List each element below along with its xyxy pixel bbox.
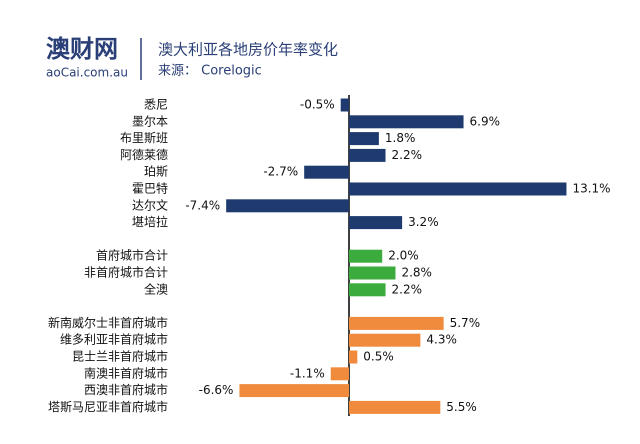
chart-subtitle: 来源： Corelogic xyxy=(158,64,262,79)
value-label: 3.2% xyxy=(408,215,439,229)
category-label: 维多利亚非首府城市 xyxy=(60,332,168,347)
category-label: 墨尔本 xyxy=(132,113,168,128)
bar xyxy=(349,333,421,347)
value-label: 2.0% xyxy=(388,249,419,263)
value-label: -7.4% xyxy=(185,198,220,212)
bar xyxy=(226,199,349,213)
category-label: 珀斯 xyxy=(144,165,168,179)
category-label: 南澳非首府城市 xyxy=(84,365,168,380)
bar xyxy=(349,400,441,414)
value-label: -0.5% xyxy=(300,98,335,112)
chart-title: 澳大利亚各地房价年率变化 xyxy=(158,41,338,59)
category-label: 堪培拉 xyxy=(132,214,168,229)
category-label: 昆士兰非首府城市 xyxy=(72,349,168,364)
category-label: 阿德莱德 xyxy=(120,147,168,162)
value-label: 2.2% xyxy=(392,148,423,162)
bar xyxy=(349,249,383,263)
bar xyxy=(349,182,567,196)
bar xyxy=(349,132,379,146)
bar xyxy=(349,148,386,162)
category-label: 塔斯马尼亚非首府城市 xyxy=(48,399,168,414)
value-label: -1.1% xyxy=(290,366,325,380)
value-label: 0.5% xyxy=(363,350,394,364)
bar xyxy=(349,266,396,280)
value-label: 13.1% xyxy=(572,182,610,196)
category-label: 全澳 xyxy=(144,281,168,296)
value-label: 4.3% xyxy=(426,333,457,347)
category-label: 首府城市合计 xyxy=(96,248,168,263)
bar xyxy=(349,216,403,230)
value-label: 1.8% xyxy=(385,131,416,145)
category-label: 西澳非首府城市 xyxy=(84,382,168,397)
logo: 澳财网 xyxy=(46,35,118,63)
bar xyxy=(239,384,349,398)
bar xyxy=(330,367,349,381)
value-label: 6.9% xyxy=(470,114,501,128)
category-label: 悉尼 xyxy=(144,98,168,112)
bar xyxy=(349,316,444,330)
bar xyxy=(304,165,349,179)
bar xyxy=(349,350,358,364)
bar xyxy=(340,98,349,112)
value-label: 2.2% xyxy=(392,282,423,296)
category-label: 新南威尔士非首府城市 xyxy=(48,315,168,330)
value-label: -6.6% xyxy=(199,383,234,397)
bar xyxy=(349,283,386,297)
value-label: -2.7% xyxy=(263,165,298,179)
category-label: 霍巴特 xyxy=(132,181,168,196)
category-label: 达尔文 xyxy=(132,197,168,212)
logo-sub: aoCai.com.au xyxy=(46,66,128,80)
value-label: 5.7% xyxy=(450,316,481,330)
value-label: 5.5% xyxy=(446,400,477,414)
category-label: 布里斯班 xyxy=(120,131,168,145)
category-label: 非首府城市合计 xyxy=(84,265,168,280)
bar xyxy=(349,115,464,129)
value-label: 2.8% xyxy=(401,266,432,280)
